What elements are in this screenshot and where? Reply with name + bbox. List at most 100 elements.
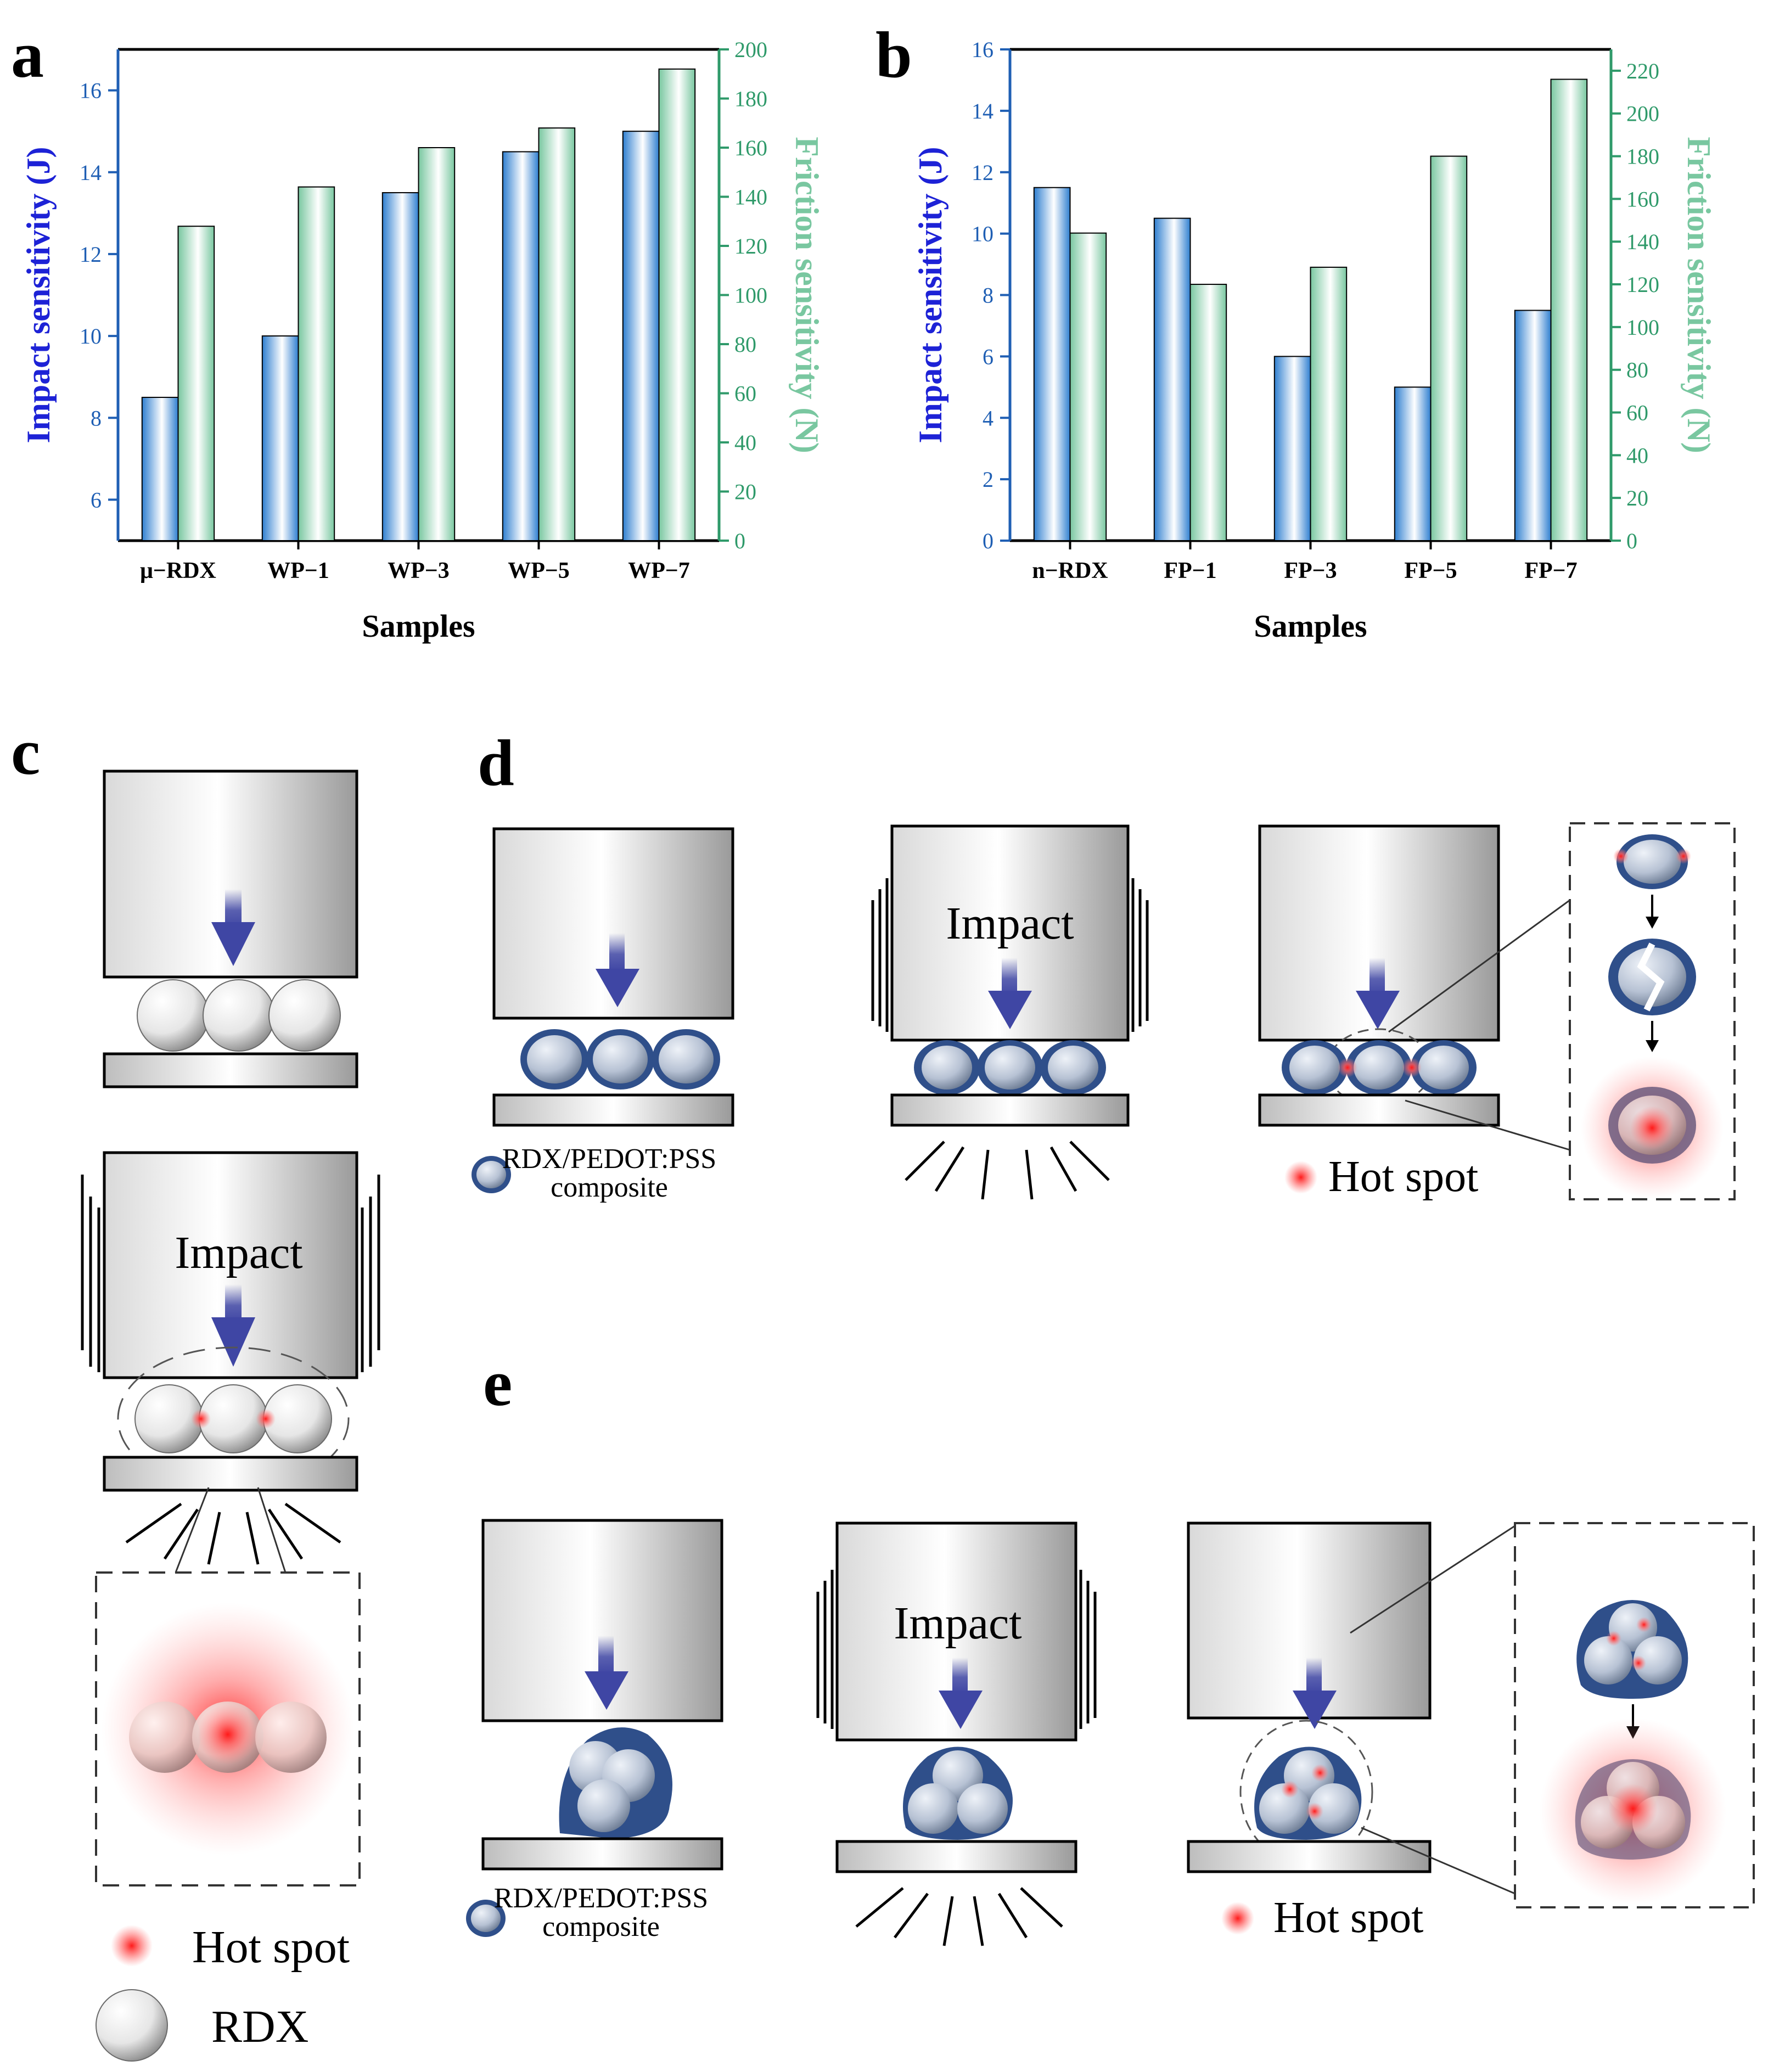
left-tick-label: 10 xyxy=(972,222,994,246)
hot-spot-legend-label: Hot spot xyxy=(192,1922,350,1973)
arrow-d3-head xyxy=(1356,991,1400,1029)
x-tick-label: WP−3 xyxy=(388,558,450,583)
left-axis-title: Impact sensitivity (J) xyxy=(20,147,57,443)
hot-spot-legend-icon xyxy=(1284,1161,1317,1194)
impact-bar xyxy=(1394,386,1432,541)
anvil-c-bottom xyxy=(103,1456,358,1492)
friction-bar xyxy=(1550,78,1588,541)
right-tick-label: 140 xyxy=(1626,229,1659,254)
composite-legend-core xyxy=(476,1161,506,1188)
hot-spot-legend-label: Hot spot xyxy=(1273,1894,1423,1942)
rdx-ball-hot xyxy=(129,1702,200,1773)
zoom-connectors xyxy=(175,1487,287,1573)
composite-cluster-e1 xyxy=(559,1727,672,1839)
arrow-e2-head xyxy=(939,1691,983,1729)
impact-bar xyxy=(1153,217,1191,541)
composite-legend-line2: composite xyxy=(542,1911,660,1942)
composite-cluster-e2 xyxy=(903,1747,1013,1840)
zoom-box-c xyxy=(95,1571,361,1886)
left-tick-label: 6 xyxy=(91,487,102,512)
right-tick-label: 60 xyxy=(734,381,756,406)
panel-label-b: b xyxy=(875,18,912,91)
x-tick-label: FP−3 xyxy=(1284,558,1337,583)
composite-row-d3 xyxy=(1282,1040,1477,1095)
friction-bar xyxy=(1069,232,1107,541)
right-tick-label: 60 xyxy=(1626,401,1648,425)
composite-row-d1 xyxy=(520,1029,720,1090)
x-tick-label: WP−1 xyxy=(267,558,329,583)
left-tick-label: 16 xyxy=(80,78,102,103)
panel-label-d: d xyxy=(478,726,514,799)
impact-label: Impact xyxy=(175,1227,302,1278)
x-axis-title: Samples xyxy=(1254,608,1367,644)
hot-spot xyxy=(198,1704,258,1765)
left-tick-label: 14 xyxy=(972,99,994,123)
right-tick-label: 20 xyxy=(734,480,756,504)
rdx-ball xyxy=(137,979,209,1052)
panel-c-diagram: Impact Hot spot RDX xyxy=(81,770,380,2062)
panel-e-diagram: RDX/PEDOT:PSS composite Impact xyxy=(466,1519,1755,1946)
left-axis-title: Impact sensitivity (J) xyxy=(912,147,948,443)
vibration-lines xyxy=(81,1175,380,1372)
left-tick-label: 12 xyxy=(80,242,102,267)
composite-row-d2 xyxy=(914,1040,1106,1095)
impact-label: Impact xyxy=(894,1598,1021,1649)
impact-label: Impact xyxy=(946,898,1074,949)
x-tick-label: WP−7 xyxy=(628,558,690,583)
impact-bar xyxy=(1273,356,1311,541)
crack-lines xyxy=(905,1141,1110,1200)
right-tick-label: 80 xyxy=(734,332,756,357)
composite-legend-line1: RDX/PEDOT:PSS xyxy=(494,1883,708,1914)
right-tick-label: 200 xyxy=(1626,102,1659,126)
hot-spot-legend-icon xyxy=(1221,1902,1254,1935)
anvil-e1 xyxy=(481,1837,723,1871)
left-tick-label: 4 xyxy=(983,406,994,430)
zoom-box-d xyxy=(1569,822,1736,1200)
panel-label-e: e xyxy=(483,1346,512,1419)
right-tick-label: 180 xyxy=(734,87,767,111)
panel-label-a: a xyxy=(11,18,44,91)
friction-bar xyxy=(418,147,456,541)
arrow-c-top xyxy=(225,889,242,928)
friction-bar xyxy=(658,68,696,542)
arrow-d2-head xyxy=(988,991,1032,1029)
left-tick-label: 14 xyxy=(80,160,102,185)
right-tick-label: 40 xyxy=(734,430,756,455)
punch-c-top xyxy=(103,770,358,979)
x-tick-label: FP−7 xyxy=(1524,558,1577,583)
impact-bar xyxy=(261,335,299,541)
crack-lines xyxy=(855,1887,1063,1946)
arrow-d1 xyxy=(609,933,625,972)
right-tick-label: 100 xyxy=(1626,315,1659,340)
arrow-d3 xyxy=(1370,958,1385,996)
arrow-e2 xyxy=(952,1658,968,1693)
arrow-c-bottom-head xyxy=(211,1317,255,1367)
crack-lines xyxy=(125,1502,341,1565)
anvil-c-top xyxy=(103,1052,358,1088)
right-tick-label: 120 xyxy=(1626,272,1659,297)
vibration-lines xyxy=(871,878,1149,1032)
friction-bar xyxy=(177,226,215,541)
composite-legend-core xyxy=(471,1905,501,1932)
anvil-d3 xyxy=(1258,1093,1500,1127)
arrow-e3 xyxy=(1306,1658,1322,1693)
zoom-connectors xyxy=(1388,899,1570,1151)
right-axis-title: Friction sensitivity (N) xyxy=(789,137,825,453)
friction-bar xyxy=(298,186,335,542)
zoom-box-e xyxy=(1514,1522,1755,1908)
right-tick-label: 180 xyxy=(1626,144,1659,169)
right-tick-label: 0 xyxy=(1626,529,1637,553)
rdx-legend-icon xyxy=(96,1989,168,2062)
left-tick-label: 6 xyxy=(983,344,994,369)
friction-bar xyxy=(1310,266,1348,541)
anvil-e2 xyxy=(835,1840,1077,1873)
left-tick-label: 12 xyxy=(972,160,994,185)
right-axis-title: Friction sensitivity (N) xyxy=(1681,137,1717,453)
zoom-connectors xyxy=(1350,1525,1516,1895)
right-tick-label: 20 xyxy=(1626,486,1648,510)
left-tick-label: 2 xyxy=(983,467,994,492)
friction-bar xyxy=(538,127,576,541)
right-tick-label: 160 xyxy=(1626,187,1659,211)
right-tick-label: 40 xyxy=(1626,443,1648,468)
